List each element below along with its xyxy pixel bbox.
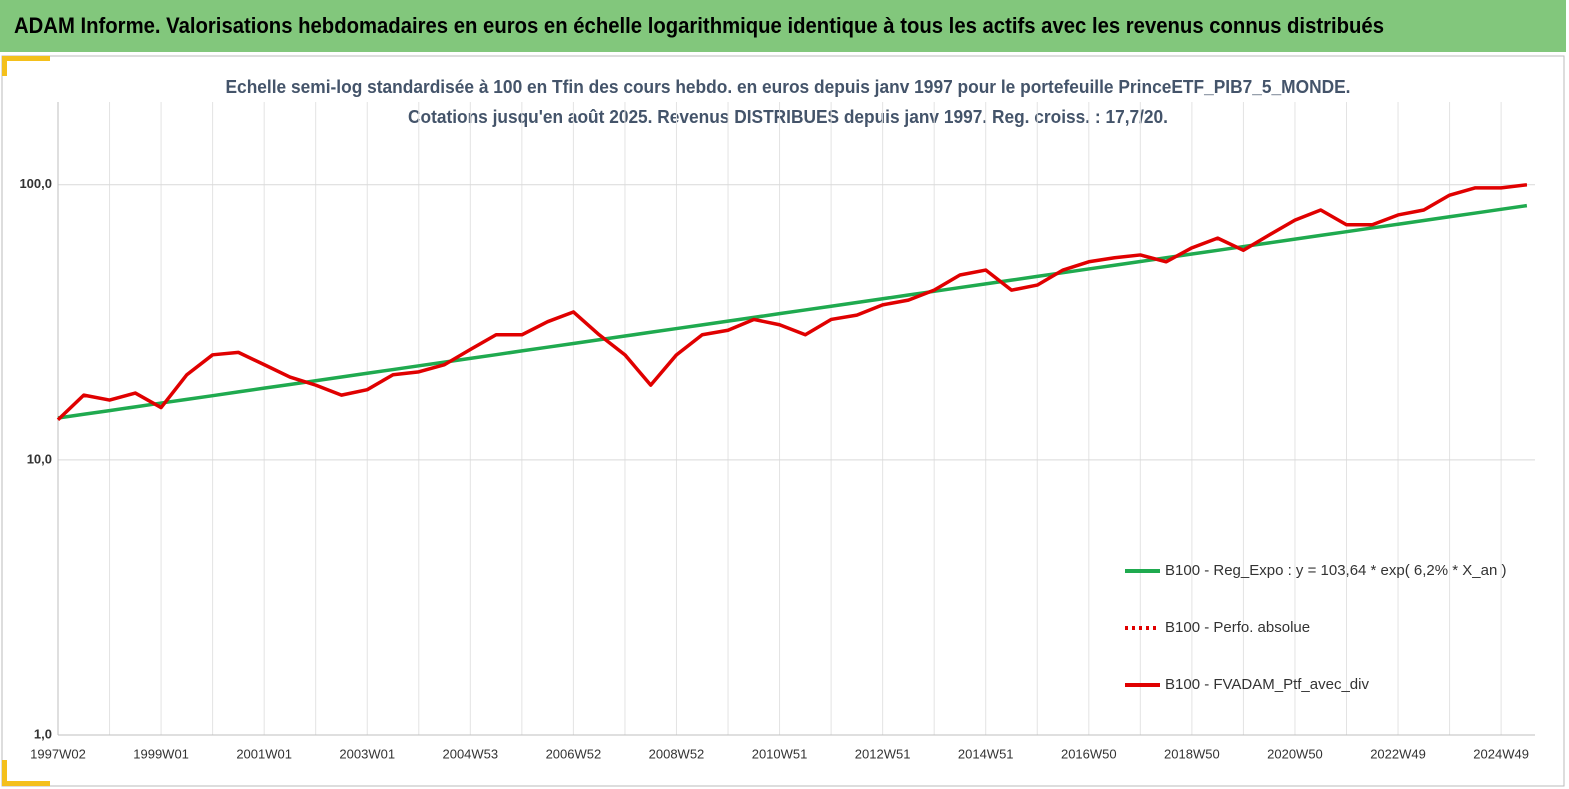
x-tick-label: 2020W50 xyxy=(1267,746,1323,761)
x-tick-label: 2018W50 xyxy=(1164,746,1220,761)
chart-frame xyxy=(1,55,1565,787)
y-tick-label: 10,0 xyxy=(27,451,52,466)
legend-label: B100 - Reg_Expo : y = 103,64 * exp( 6,2%… xyxy=(1165,562,1506,579)
x-tick-label: 2003W01 xyxy=(339,746,395,761)
corner-accent xyxy=(2,760,7,786)
x-tick-label: 2014W51 xyxy=(958,746,1014,761)
header-title: ADAM Informe. Valorisations hebdomadaire… xyxy=(14,13,1384,38)
plot xyxy=(56,183,1528,421)
x-tick-label: 1997W02 xyxy=(30,746,86,761)
x-tick-label: 2024W49 xyxy=(1473,746,1529,761)
corner-accent xyxy=(2,56,50,61)
x-tick-label: 2004W53 xyxy=(442,746,498,761)
x-tick-label: 2008W52 xyxy=(649,746,705,761)
x-tick-label: 2010W51 xyxy=(752,746,808,761)
header-band xyxy=(0,0,1566,52)
y-tick-label: 1,0 xyxy=(34,726,52,741)
x-tick-label: 2006W52 xyxy=(546,746,602,761)
corner-accent xyxy=(2,56,7,76)
x-tick-label: 2016W50 xyxy=(1061,746,1117,761)
legend: B100 - Reg_Expo : y = 103,64 * exp( 6,2%… xyxy=(1125,562,1506,693)
grid: 1,0 10,0 100,0 1997W02 1999W01 2001W01 2003W01… xyxy=(19,102,1535,761)
legend-label: B100 - Perfo. absolue xyxy=(1165,619,1310,636)
x-tick-label: 1999W01 xyxy=(133,746,189,761)
y-tick-label: 100,0 xyxy=(19,176,52,191)
series-line xyxy=(57,203,1528,420)
corner-accent xyxy=(2,781,50,786)
x-tick-label: 2001W01 xyxy=(236,746,292,761)
legend-label: B100 - FVADAM_Ptf_avec_div xyxy=(1165,676,1369,693)
x-tick-label: 2022W49 xyxy=(1370,746,1426,761)
chart-subtitle: Cotations jusqu'en août 2025. Revenus DI… xyxy=(408,107,1168,127)
x-tick-label: 2012W51 xyxy=(855,746,911,761)
series-line xyxy=(56,183,1528,421)
chart-title: Echelle semi-log standardisée à 100 en T… xyxy=(226,77,1351,97)
